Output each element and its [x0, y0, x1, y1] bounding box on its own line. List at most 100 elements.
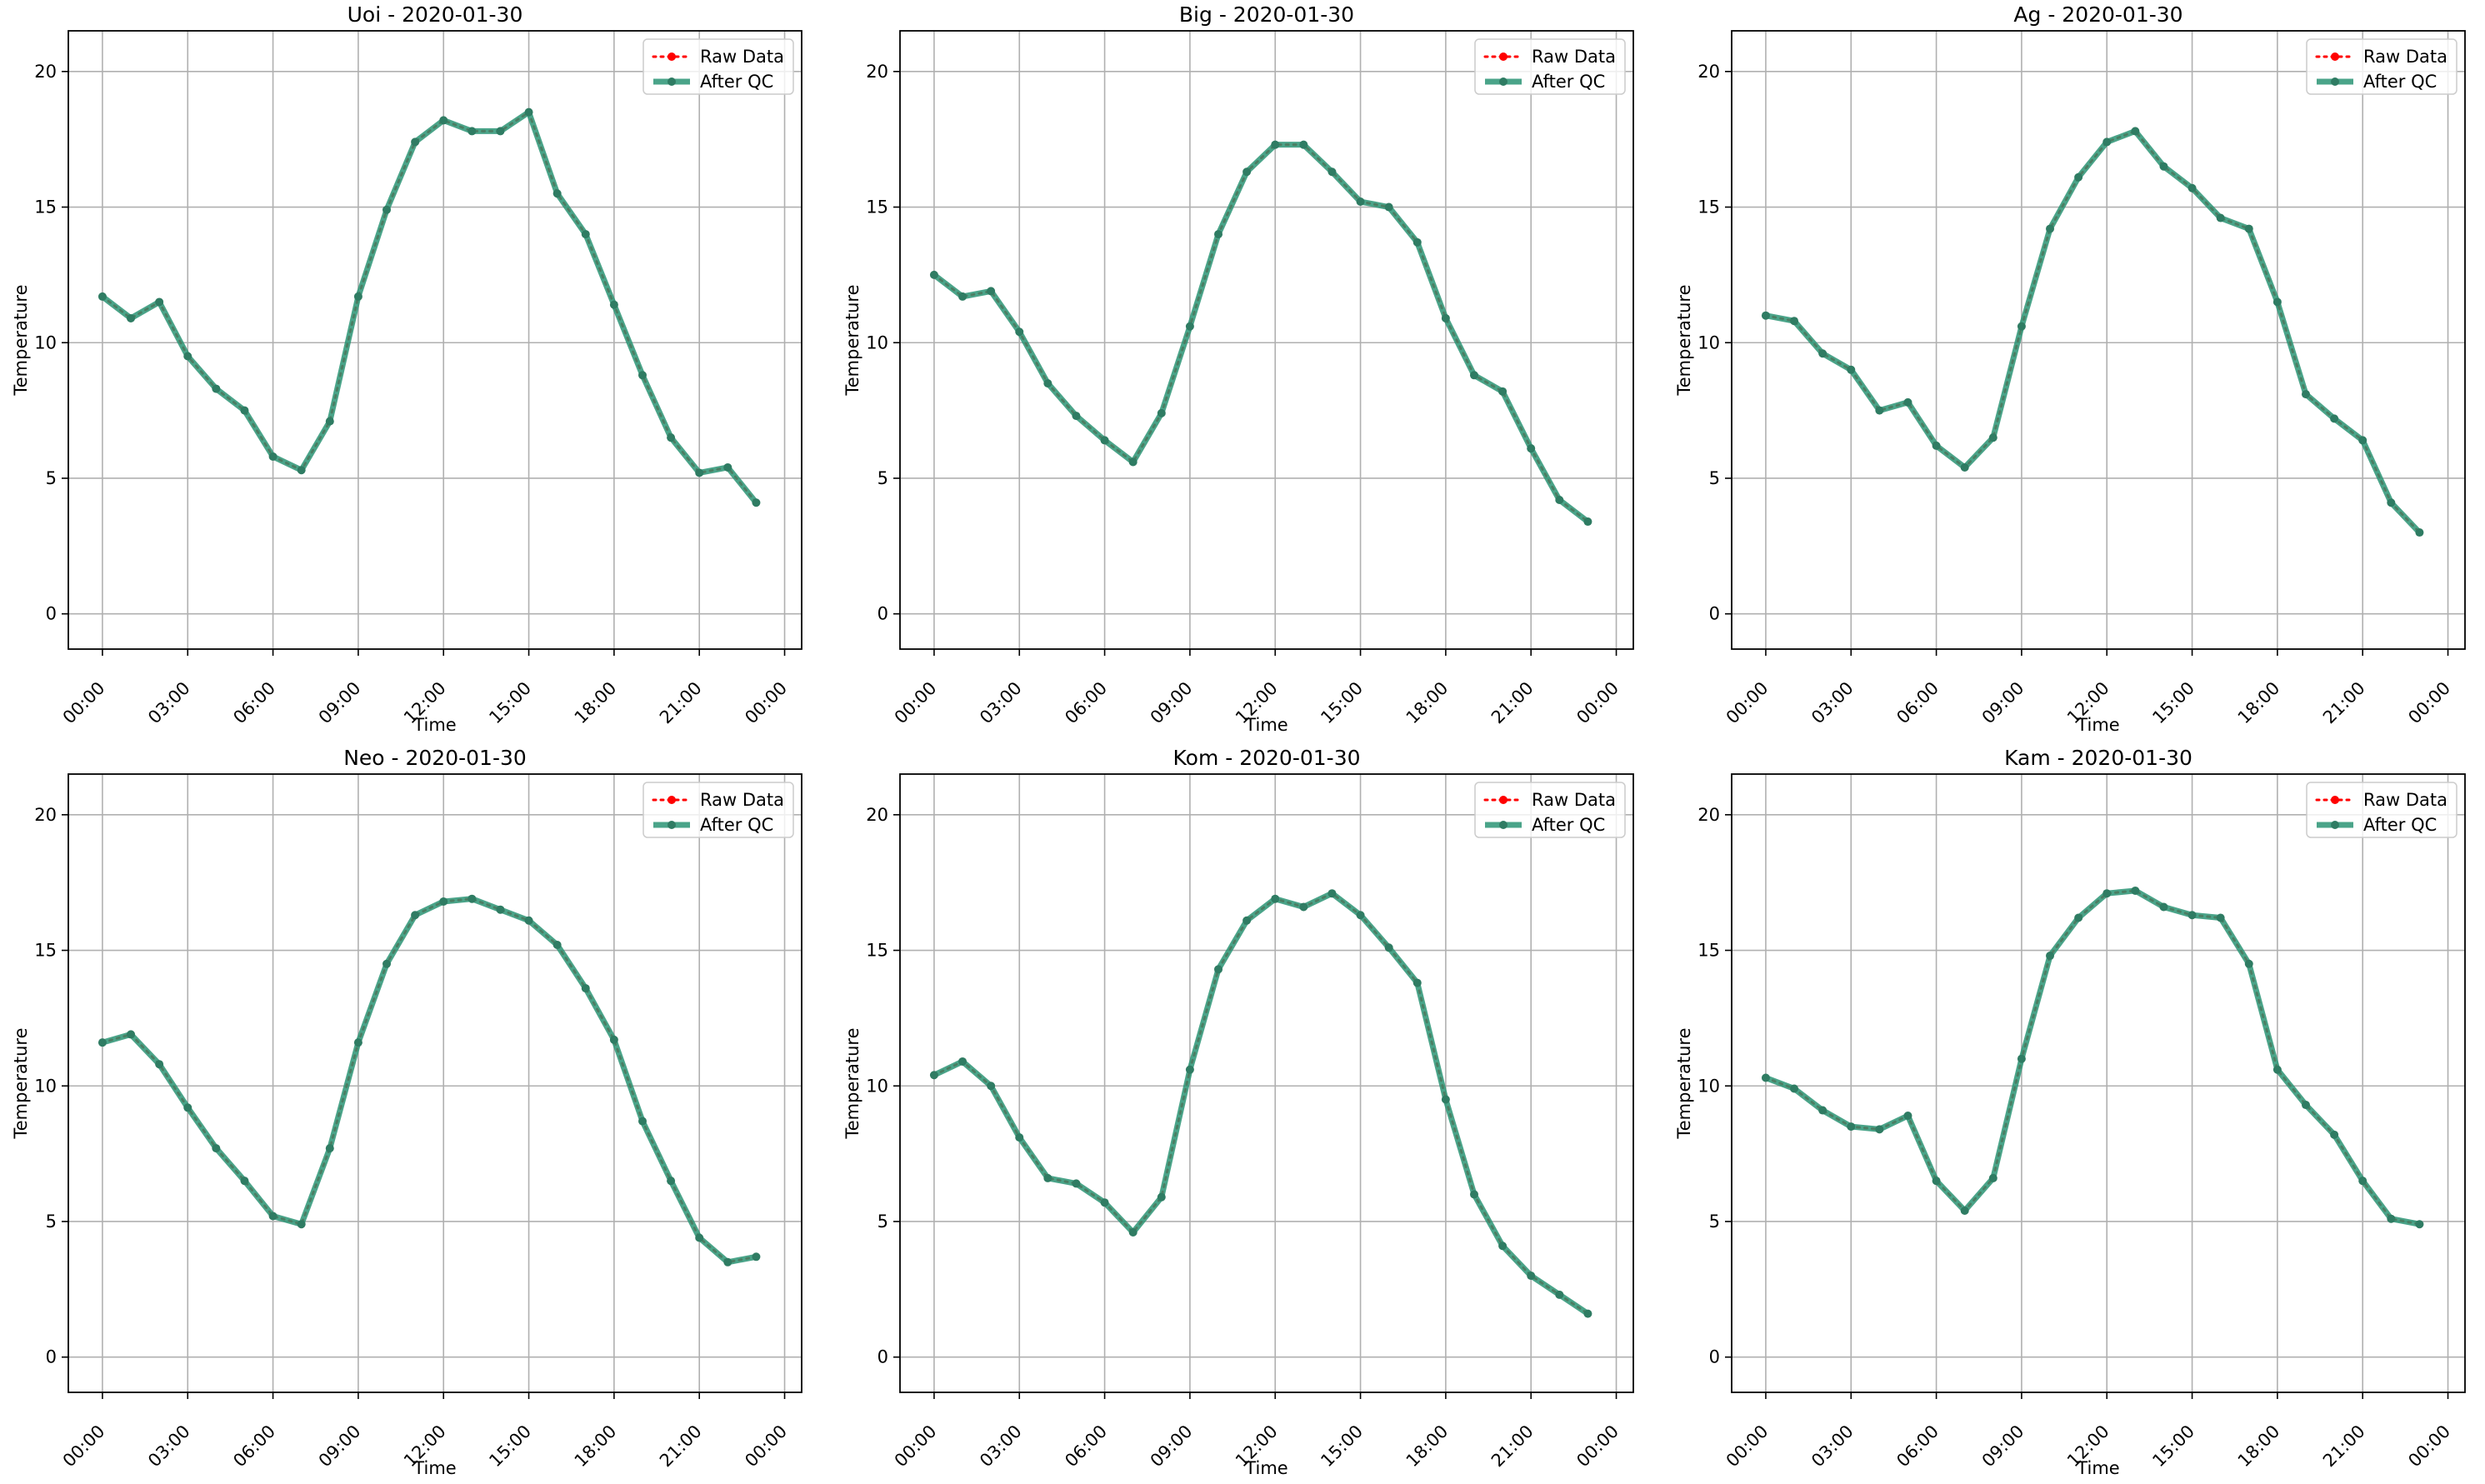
y-tick-label: 5	[46, 1212, 57, 1232]
after-qc-point	[2358, 1177, 2368, 1186]
x-tick-label: 21:00	[2319, 678, 2369, 728]
after-qc-point	[127, 1030, 136, 1039]
after-qc-point	[2017, 322, 2026, 331]
y-tick-label: 10	[866, 332, 888, 352]
after-qc-point	[1214, 965, 1223, 974]
after-qc-point	[127, 313, 136, 322]
x-tick-label: 03:00	[976, 1422, 1026, 1472]
y-tick-label: 20	[34, 805, 57, 825]
after-qc-point	[2244, 224, 2253, 233]
after-qc-point	[929, 270, 938, 279]
chart-title: Kom - 2020-01-30	[1173, 746, 1361, 770]
after-qc-line	[1762, 127, 2422, 536]
after-qc-point	[2074, 913, 2083, 922]
subplot-5: 00:00 03:00 06:00 09:00 12:00 15:00 18:00 21:00…	[1674, 746, 2466, 1478]
raw-data-line	[932, 143, 1589, 523]
after-qc-point	[581, 230, 590, 239]
x-tick-label: 06:00	[229, 1422, 279, 1472]
after-qc-point	[2216, 913, 2225, 922]
after-qc-point	[1527, 1272, 1536, 1281]
y-tick-label: 10	[1698, 1076, 1720, 1096]
legend-raw-marker	[668, 52, 676, 61]
after-qc-line	[931, 890, 1591, 1317]
grid	[68, 774, 802, 1392]
axes-frame	[1731, 30, 2466, 650]
x-tick-label: 21:00	[2319, 1422, 2369, 1472]
after-qc-point	[183, 352, 192, 361]
y-tick-label: 20	[1698, 805, 1720, 825]
after-qc-point	[958, 292, 968, 301]
y-tick-label: 20	[866, 805, 888, 825]
legend-raw-marker	[1499, 52, 1508, 61]
after-qc-point	[1441, 313, 1450, 322]
after-qc-point	[1185, 322, 1194, 331]
after-qc-point	[1790, 1084, 1799, 1093]
y-tick-label: 5	[1709, 1212, 1720, 1232]
after-qc-point	[183, 1103, 192, 1112]
after-qc-point	[1875, 406, 1884, 415]
legend-qc-marker	[668, 821, 676, 829]
after-qc-point	[1988, 1173, 1998, 1182]
after-qc-point	[2387, 498, 2396, 507]
y-axis-label: Temperature	[11, 1027, 31, 1139]
x-tick-label: 03:00	[1808, 678, 1858, 728]
raw-data-line	[1764, 129, 2421, 534]
after-qc-point	[2159, 162, 2168, 171]
after-qc-point	[2046, 952, 2055, 961]
legend-qc-label: After QC	[700, 72, 773, 92]
x-tick-label: 06:00	[1061, 1422, 1111, 1472]
after-qc-point	[752, 498, 761, 507]
after-qc-point	[1299, 140, 1308, 149]
after-qc-point	[1960, 462, 1969, 472]
x-tick-label: 21:00	[656, 1422, 706, 1472]
x-tick-label: 09:00	[1147, 1422, 1197, 1472]
legend-raw-label: Raw Data	[700, 47, 784, 67]
after-qc-point	[382, 205, 392, 214]
after-qc-point	[240, 1177, 249, 1186]
x-tick-label: 00:00	[741, 678, 791, 728]
legend-qc-marker	[1499, 77, 1508, 86]
y-tick-label: 0	[1709, 604, 1720, 624]
legend: Raw Data After QC	[642, 782, 794, 838]
subplot-4: 00:00 03:00 06:00 09:00 12:00 15:00 18:00 21:00…	[842, 746, 1634, 1478]
after-qc-point	[212, 1144, 221, 1153]
subplot-2: 00:00 03:00 06:00 09:00 12:00 15:00 18:00 21:00…	[1674, 2, 2466, 735]
x-tick-label: 00:00	[2404, 1422, 2454, 1472]
after-qc-point	[1469, 1190, 1478, 1199]
legend-raw-label: Raw Data	[2363, 790, 2448, 810]
legend: Raw Data After QC	[1474, 782, 1626, 838]
x-tick-label: 21:00	[656, 678, 706, 728]
y-tick-label: 10	[866, 1076, 888, 1096]
after-qc-point	[353, 1038, 362, 1047]
after-qc-point	[1185, 1065, 1194, 1074]
after-qc-point	[1356, 197, 1365, 207]
raw-data-line	[101, 897, 758, 1264]
y-tick-label: 15	[1698, 941, 1720, 961]
legend-qc-label: After QC	[2363, 815, 2437, 835]
raw-data-line	[101, 110, 758, 504]
after-qc-point	[1960, 1206, 1969, 1215]
after-qc-point	[609, 1035, 618, 1044]
after-qc-point	[1157, 408, 1166, 417]
after-qc-point	[1583, 1309, 1592, 1318]
x-tick-label: 09:00	[1147, 678, 1197, 728]
after-qc-point	[2131, 127, 2140, 136]
x-tick-label: 18:00	[571, 1422, 621, 1472]
legend-raw-label: Raw Data	[2363, 47, 2448, 67]
after-qc-point	[496, 127, 505, 136]
legend: Raw Data After QC	[2306, 782, 2458, 838]
axes-frame	[68, 773, 802, 1393]
after-qc-point	[439, 897, 448, 906]
after-qc-point	[1412, 978, 1422, 987]
after-qc-point	[2387, 1214, 2396, 1223]
after-qc-point	[155, 297, 164, 307]
y-axis-label: Temperature	[1674, 1027, 1694, 1139]
after-qc-point	[1761, 1073, 1770, 1082]
x-tick-label: 18:00	[2234, 1422, 2284, 1472]
after-qc-point	[1299, 902, 1308, 912]
grid	[900, 31, 1633, 649]
after-qc-point	[2131, 886, 2140, 895]
y-axis-label: Temperature	[842, 284, 862, 396]
after-qc-point	[1469, 371, 1478, 380]
